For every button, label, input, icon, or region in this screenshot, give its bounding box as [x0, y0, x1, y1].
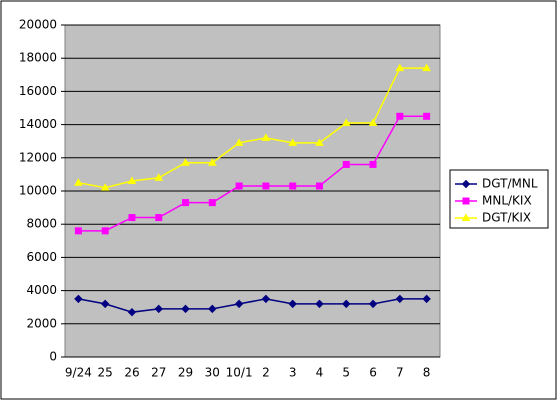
point: [396, 112, 404, 120]
point: [368, 118, 378, 126]
point: [127, 307, 137, 317]
y-tick-label: 18000: [19, 51, 57, 65]
y-tick-label: 14000: [19, 117, 57, 131]
point: [315, 138, 324, 146]
point: [288, 299, 297, 309]
y-tick-label: 16000: [19, 84, 57, 98]
legend-label: MNL/KIX: [482, 194, 532, 208]
x-tick-label: 8: [423, 366, 431, 380]
point: [154, 173, 164, 181]
point: [422, 63, 431, 72]
point: [315, 299, 324, 309]
x-tick-label: 2: [262, 366, 270, 380]
x-tick-label: 7: [396, 366, 404, 380]
legend-marker: [461, 213, 471, 221]
x-tick-label: 30: [205, 366, 220, 380]
y-tick-label: 4000: [26, 283, 57, 297]
point: [234, 299, 244, 309]
point: [101, 227, 109, 235]
point: [261, 294, 271, 304]
legend-label: DGT/MNL: [482, 177, 538, 191]
y-tick-label: 10000: [19, 184, 57, 198]
point: [369, 160, 377, 168]
x-tick-label: 6: [369, 366, 377, 380]
point: [262, 182, 270, 190]
point: [155, 214, 163, 222]
x-tick-label: 5: [342, 366, 350, 380]
point: [342, 299, 351, 309]
point: [368, 299, 378, 309]
point: [127, 176, 137, 185]
point: [128, 214, 136, 222]
point: [235, 182, 243, 190]
point: [100, 299, 110, 309]
point: [74, 227, 82, 235]
point: [395, 63, 405, 72]
point: [74, 294, 83, 304]
point: [341, 118, 351, 126]
y-tick-label: 8000: [26, 217, 57, 231]
legend-label: DGT/KIX: [482, 211, 531, 225]
point: [395, 294, 405, 304]
legend-marker: [462, 197, 470, 205]
x-tick-label: 29: [178, 366, 193, 380]
legend-marker: [461, 179, 471, 189]
point: [315, 182, 323, 190]
point: [234, 138, 244, 146]
y-tick-label: 12000: [19, 150, 57, 164]
x-tick-label: 27: [151, 366, 166, 380]
point: [182, 199, 190, 207]
point: [100, 183, 110, 191]
point: [342, 160, 350, 168]
point: [181, 304, 190, 314]
x-tick-label: 10/1: [226, 366, 253, 380]
point: [208, 199, 216, 207]
y-tick-label: 0: [49, 350, 57, 364]
point: [289, 182, 297, 190]
y-tick-label: 20000: [19, 18, 57, 32]
series-line: [78, 298, 427, 313]
series-line: [78, 115, 427, 232]
x-tick-label: 26: [124, 366, 139, 380]
x-tick-label: 9/24: [65, 366, 92, 380]
point: [154, 304, 163, 314]
point: [181, 158, 190, 166]
point: [261, 133, 271, 141]
y-tick-label: 6000: [26, 250, 57, 264]
point: [208, 304, 217, 314]
series-line: [78, 67, 427, 189]
point: [74, 178, 83, 186]
x-tick-label: 3: [289, 366, 297, 380]
point: [288, 138, 298, 146]
point: [207, 158, 217, 166]
point: [423, 112, 431, 120]
y-tick-label: 2000: [26, 316, 57, 330]
x-tick-label: 4: [316, 366, 324, 380]
point: [422, 294, 431, 304]
x-tick-label: 25: [98, 366, 113, 380]
